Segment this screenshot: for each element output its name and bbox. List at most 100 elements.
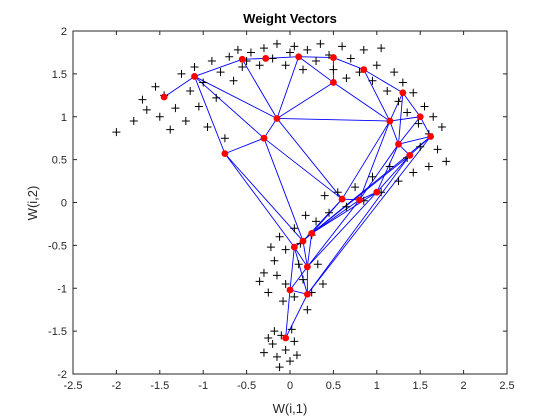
neuron-edge: [241, 59, 278, 119]
input-point-marker: [259, 44, 268, 53]
x-tick-label: -1.5: [150, 380, 169, 392]
input-point-marker: [129, 117, 138, 126]
input-point-marker: [268, 339, 277, 348]
input-point-marker: [151, 82, 160, 91]
y-tick-label: 1.5: [52, 69, 67, 81]
x-tick-label: 2.5: [499, 380, 514, 392]
x-tick-label: 0.5: [326, 380, 341, 392]
neuron-marker: [330, 54, 337, 61]
neuron-marker: [299, 237, 307, 245]
neuron-edge: [289, 247, 295, 291]
input-point-marker: [259, 268, 268, 277]
input-point-marker: [212, 93, 221, 102]
input-point-marker: [368, 76, 377, 85]
input-point-marker: [155, 112, 164, 121]
input-point-marker: [275, 363, 284, 372]
y-tick-label: 0: [61, 198, 67, 210]
neuron-edge: [402, 92, 421, 118]
input-point-marker: [318, 279, 327, 288]
neuron-marker: [303, 290, 311, 298]
neuron-edge: [333, 57, 364, 71]
input-point-marker: [429, 112, 438, 121]
input-point-marker: [390, 68, 399, 77]
input-point-marker: [359, 45, 368, 54]
input-point-marker: [385, 162, 394, 171]
neuron-marker: [386, 117, 394, 125]
input-point-marker: [301, 211, 310, 220]
input-point-marker: [287, 325, 296, 334]
input-point-layer: [112, 39, 451, 372]
input-point-marker: [166, 125, 175, 134]
input-point-marker: [316, 39, 325, 48]
neuron-marker: [406, 151, 414, 159]
input-point-marker: [351, 183, 360, 192]
input-point-marker: [368, 172, 377, 181]
x-tick-label: 1.5: [413, 380, 428, 392]
neuron-edge: [398, 136, 431, 145]
y-tick-label: 1: [61, 112, 67, 124]
neuron-edge: [359, 120, 391, 201]
neuron-edge: [263, 138, 304, 242]
x-tick-label: 2: [461, 380, 467, 392]
y-tick-label: -0.5: [48, 240, 67, 252]
neuron-edge: [285, 294, 308, 339]
input-point-marker: [199, 78, 208, 87]
neuron-edge: [163, 76, 195, 98]
neuron-marker: [238, 55, 246, 63]
neuron-marker: [303, 263, 311, 271]
input-point-marker: [420, 102, 429, 111]
input-point-marker: [233, 45, 242, 54]
neuron-marker: [273, 115, 281, 122]
input-point-marker: [264, 333, 273, 342]
input-point-marker: [320, 191, 329, 200]
neuron-marker: [160, 93, 168, 101]
input-point-marker: [338, 42, 347, 51]
neuron-marker: [373, 188, 381, 196]
neuron-edge: [194, 76, 278, 119]
neuron-marker: [356, 196, 363, 204]
neuron-edge: [307, 199, 360, 268]
input-point-marker: [142, 105, 151, 114]
input-point-marker: [229, 76, 238, 85]
neuron-edge: [307, 136, 431, 295]
neuron-edge: [376, 155, 411, 193]
y-tick-label: 2: [61, 26, 67, 38]
neuron-edge: [293, 246, 308, 268]
y-tick-label: -1.5: [48, 326, 67, 338]
neuron-marker: [330, 79, 337, 86]
input-point-marker: [377, 44, 386, 53]
input-point-marker: [424, 162, 433, 171]
x-tick-label: 1: [374, 380, 380, 392]
input-point-marker: [346, 54, 355, 63]
input-point-marker: [272, 39, 281, 48]
neuron-edge: [289, 266, 308, 291]
neuron-edge: [194, 76, 226, 154]
neuron-edge: [307, 191, 378, 268]
input-point-marker: [409, 88, 418, 97]
neuron-edge: [398, 116, 421, 145]
input-point-marker: [272, 352, 281, 361]
input-point-marker: [281, 279, 290, 288]
neuron-edge: [263, 118, 278, 139]
chart-title: Weight Vectors: [243, 11, 337, 26]
input-point-marker: [290, 337, 299, 346]
neuron-edge: [276, 82, 334, 119]
neuron-marker: [395, 140, 402, 148]
input-point-marker: [342, 202, 351, 211]
input-point-marker: [414, 119, 423, 128]
input-point-marker: [416, 142, 425, 151]
input-point-marker: [225, 52, 234, 61]
input-point-marker: [216, 68, 225, 77]
neuron-edge: [302, 241, 308, 267]
input-point-marker: [255, 61, 264, 70]
edge-layer: [163, 56, 432, 339]
input-point-marker: [290, 224, 299, 233]
x-tick-label: -2: [112, 380, 122, 392]
input-point-marker: [313, 260, 322, 269]
neuron-edge: [276, 118, 390, 122]
input-point-marker: [383, 87, 392, 96]
neuron-marker: [308, 229, 316, 237]
input-point-marker: [294, 260, 303, 269]
input-point-marker: [398, 78, 407, 87]
